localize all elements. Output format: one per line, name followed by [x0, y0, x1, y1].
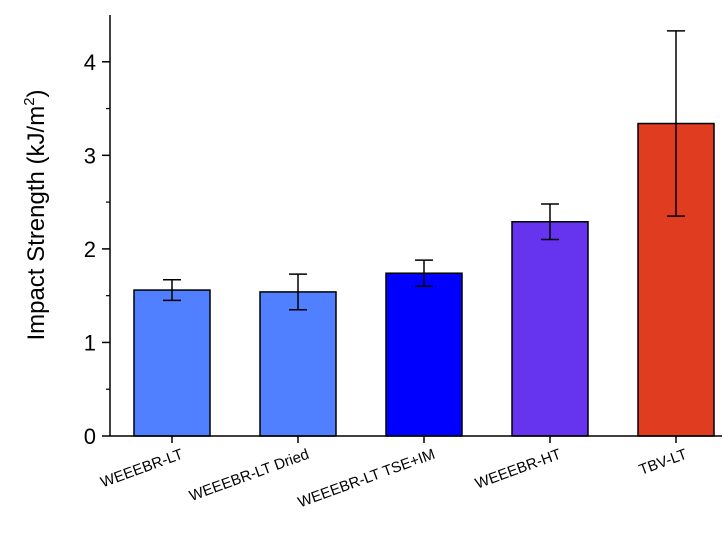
x-category-label: WEEEBR-HT [473, 446, 563, 493]
bar-2 [259, 291, 337, 437]
y-axis-title-superscript: 2 [21, 97, 38, 105]
y-axis-title-close: ) [23, 89, 50, 97]
error-bars [163, 30, 685, 311]
x-category-label: WEEEBR-LT [98, 446, 185, 492]
x-category-label: WEEEBR-LT Dried [187, 446, 311, 505]
y-tick-label: 4 [84, 50, 96, 75]
y-axis-title-text: Impact Strength (kJ/m [23, 106, 50, 341]
y-tick-label: 1 [84, 330, 96, 355]
y-tick-label: 0 [84, 424, 96, 449]
y-axis: 0 1 2 3 4 [84, 15, 111, 449]
bar-1 [133, 289, 211, 437]
y-tick-label: 3 [84, 143, 96, 168]
bar-4 [511, 221, 589, 437]
bar-3 [385, 272, 463, 437]
x-category-label: TBV-LT [637, 446, 690, 479]
y-tick-label: 2 [84, 237, 96, 262]
y-axis-title: Impact Strength (kJ/m2) [21, 89, 50, 340]
x-category-label: WEEEBR-LT TSE+IM [296, 446, 438, 511]
